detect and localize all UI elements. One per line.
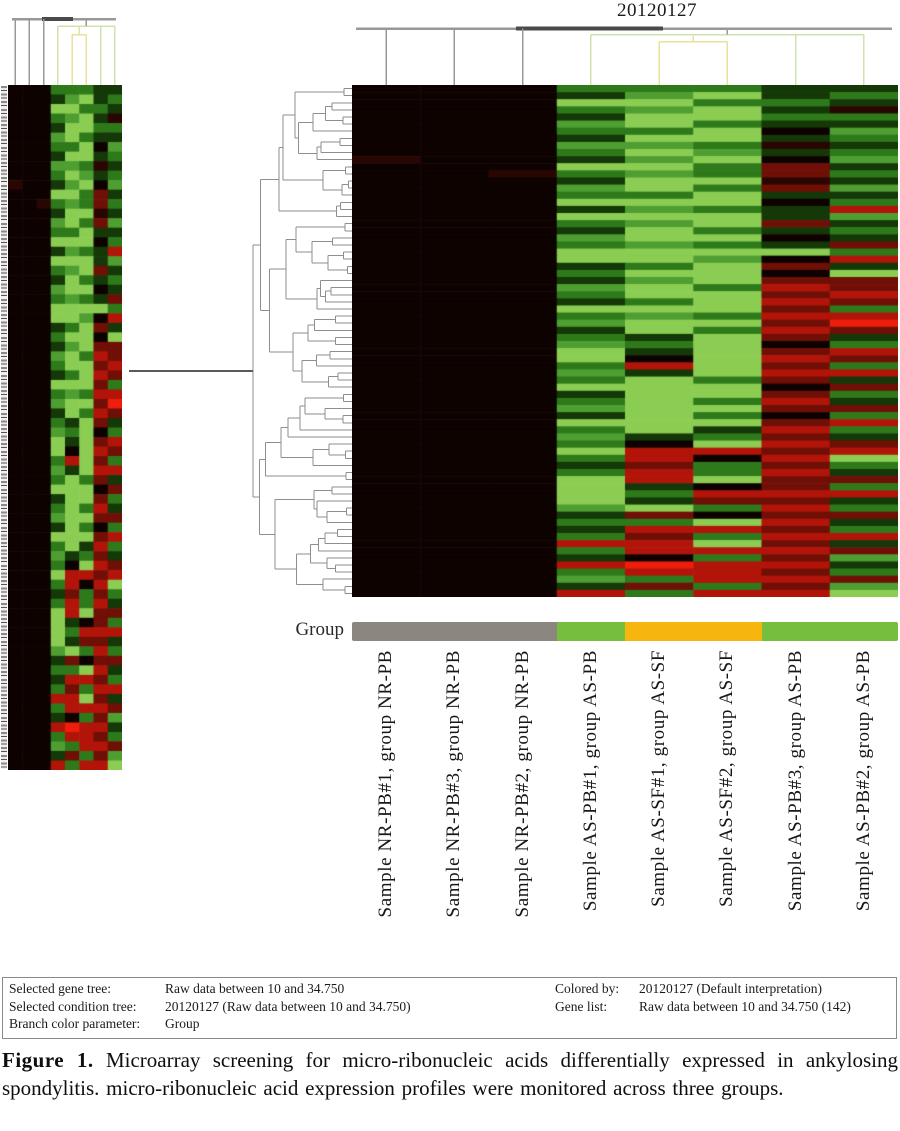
sample-label: Sample NR-PB#1, group NR-PB [375,650,397,918]
info-value: Group [165,1016,200,1031]
sample-label: Sample NR-PB#2, group NR-PB [511,650,533,918]
sample-label: Sample AS-PB#1, group AS-PB [579,650,601,912]
info-value: Raw data between 10 and 34.750 (142) [639,998,851,1014]
info-label: Colored by: [555,981,620,996]
info-label: Gene list: [555,998,608,1014]
main-heatmap [352,85,898,597]
group-bar-segment [625,622,694,641]
info-value: 20120127 (Default interpretation) [639,981,822,996]
mini-column-dendrogram [12,17,116,85]
figure-caption-text: Microarray screening for micro-ribonucle… [2,1048,898,1100]
column-dendrogram [356,26,892,85]
figure-caption: Figure 1. Microarray screening for micro… [2,1046,898,1102]
gene-row-dendrogram [129,88,352,594]
info-value: 20120127 (Raw data between 10 and 34.750… [165,998,411,1014]
sample-label: Sample AS-PB#3, group AS-PB [784,650,806,912]
mini-heatmap [8,85,122,770]
mini-gene-row-labels [1,86,7,769]
group-bar-segment [693,622,762,641]
info-label: Branch color parameter: [9,1016,141,1031]
group-label: Group [295,619,344,640]
info-box: Selected gene tree: Raw data between 10 … [2,977,897,1039]
info-value: Raw data between 10 and 34.750 [165,981,345,996]
info-label: Selected gene tree: [9,981,111,996]
group-bar-segment [352,622,421,641]
group-bar-segment [556,622,625,641]
sample-label: Sample AS-SF#1, group AS-SF [648,650,670,907]
info-label: Selected condition tree: [9,998,137,1014]
group-color-bar [352,622,898,641]
group-bar-segment [420,622,489,641]
figure-caption-number: Figure 1. [2,1048,94,1072]
sample-label: Sample NR-PB#3, group NR-PB [443,650,465,918]
info-box-right: Colored by: 20120127 (Default interpreta… [555,980,851,1015]
sample-label: Sample AS-SF#2, group AS-SF [716,650,738,907]
condition-tree-title: 20120127 [617,0,697,21]
sample-label: Sample AS-PB#2, group AS-PB [852,650,874,912]
info-box-left: Selected gene tree: Raw data between 10 … [9,980,411,1033]
group-bar-segment [761,622,830,641]
group-bar-segment [488,622,557,641]
group-bar-segment [829,622,898,641]
